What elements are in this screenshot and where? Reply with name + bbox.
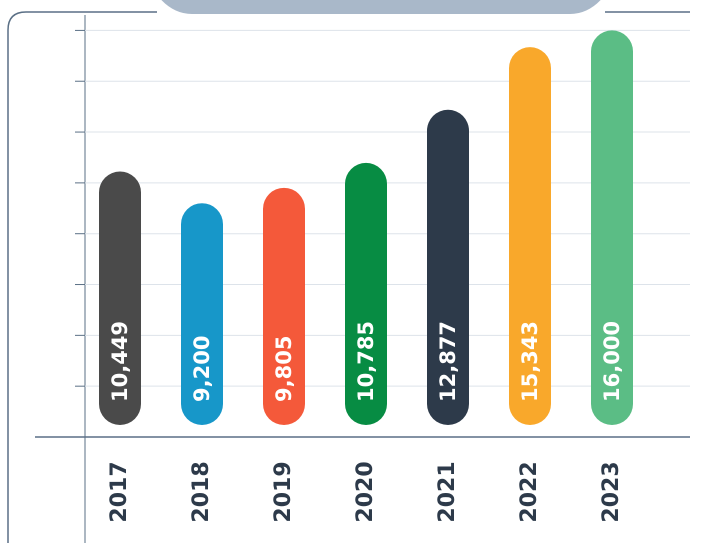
value-label: 9,200	[190, 336, 214, 402]
bar	[181, 203, 223, 425]
x-tick-label: 2017	[107, 461, 132, 522]
x-tick-label: 2022	[517, 461, 542, 522]
x-tick-label: 2023	[599, 461, 624, 522]
value-label: 12,877	[436, 321, 460, 402]
header-tab	[161, 0, 601, 14]
x-tick-label: 2020	[353, 461, 378, 522]
bar	[509, 47, 551, 425]
frame	[7, 11, 157, 543]
x-tick-label: 2021	[435, 461, 460, 522]
bar	[427, 109, 469, 425]
value-label: 9,805	[272, 336, 296, 402]
value-label: 10,785	[354, 321, 378, 402]
x-tick-label: 2019	[271, 461, 296, 522]
bar	[263, 187, 305, 425]
x-tick-label: 2018	[189, 461, 214, 522]
value-label: 16,000	[600, 321, 624, 402]
bar	[591, 30, 633, 425]
value-label: 15,343	[518, 321, 542, 402]
bar	[345, 162, 387, 425]
value-label: 10,449	[108, 321, 132, 402]
bar	[99, 171, 141, 425]
